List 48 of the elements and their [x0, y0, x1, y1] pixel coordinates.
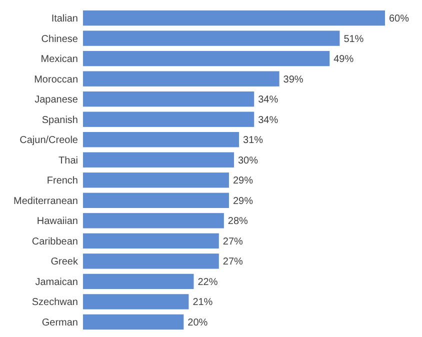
- bar: [83, 192, 229, 208]
- y-tick-label: Thai: [58, 155, 78, 166]
- y-tick-label: Spanish: [42, 114, 78, 126]
- y-tick-label: German: [42, 317, 78, 328]
- data-label: 27%: [222, 256, 244, 268]
- bar: [83, 50, 330, 66]
- data-label: 27%: [222, 236, 244, 248]
- y-tick-label: Szechwan: [32, 297, 78, 308]
- bar: [83, 132, 240, 148]
- bar: [83, 213, 224, 228]
- data-label: 51%: [344, 34, 364, 45]
- data-label: 49%: [334, 54, 354, 66]
- y-tick-label: Moroccan: [34, 74, 78, 86]
- data-label: 30%: [238, 155, 258, 166]
- data-label: 29%: [232, 196, 254, 207]
- data-label: 29%: [232, 176, 254, 187]
- data-label: 34%: [258, 114, 278, 126]
- y-tick-label: Hawaiian: [36, 216, 78, 228]
- bar: [83, 172, 229, 188]
- bar: [83, 112, 254, 127]
- bar: [83, 233, 219, 249]
- bar: [83, 274, 194, 290]
- data-label: 22%: [198, 276, 218, 288]
- y-tick-label: Greek: [50, 256, 79, 268]
- bar: [83, 294, 189, 310]
- y-tick-label: Jamaican: [35, 276, 78, 288]
- data-label: 39%: [283, 74, 304, 86]
- data-label: 28%: [228, 216, 248, 228]
- y-tick-label: Mexican: [40, 54, 78, 66]
- y-tick-label: Caribbean: [32, 236, 78, 248]
- y-tick-label: Japanese: [34, 94, 78, 106]
- data-label: 21%: [192, 297, 213, 308]
- bar: [83, 10, 385, 26]
- data-label: 20%: [188, 317, 208, 328]
- bar: [83, 30, 340, 46]
- bar: [83, 314, 184, 330]
- bar: [83, 152, 234, 168]
- bar: [83, 91, 254, 107]
- y-tick-label: Cajun/Creole: [20, 135, 78, 146]
- y-tick-label: Mediterranean: [14, 196, 78, 207]
- bar: [83, 254, 219, 269]
- y-tick-label: Italian: [51, 14, 78, 25]
- data-label: 60%: [389, 14, 410, 25]
- data-label: 34%: [258, 94, 278, 106]
- y-tick-label: Chinese: [41, 34, 78, 45]
- data-label: 31%: [243, 135, 264, 146]
- y-tick-label: French: [46, 176, 78, 187]
- bar: [83, 71, 280, 86]
